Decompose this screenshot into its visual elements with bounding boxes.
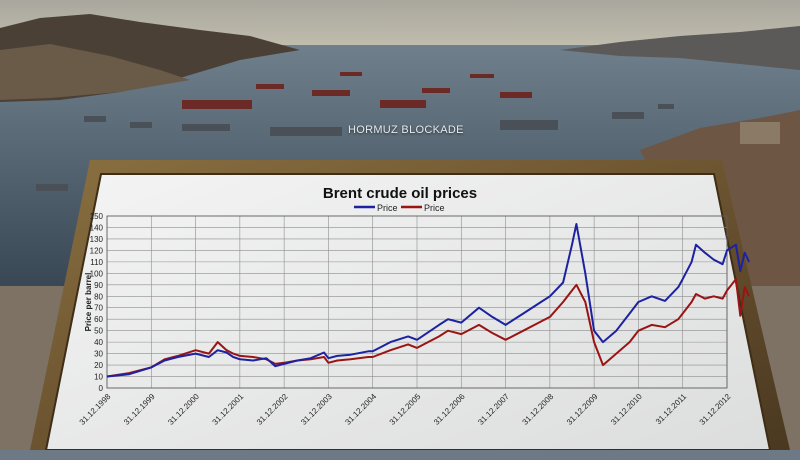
y-axis-label: Price per barrel: [84, 273, 93, 332]
x-tick-label: 31.12.2002: [255, 392, 290, 427]
x-tick-label: 31.12.2006: [432, 392, 467, 427]
legend-label-1: Price: [377, 203, 398, 213]
series-line-2: [106, 278, 751, 378]
y-tick-label: 130: [90, 235, 104, 244]
x-tick-label: 31.12.2008: [521, 392, 556, 427]
board: [46, 174, 770, 450]
y-tick-label: 60: [94, 315, 103, 324]
y-tick-label: 90: [94, 281, 103, 290]
x-tick-labels: 31.12.1998 31.12.1999 31.12.2000 31.12.2001…: [78, 392, 733, 427]
chart-title: Brent crude oil prices: [323, 185, 477, 202]
price-chart: Brent crude oil prices Price Price Price…: [78, 185, 751, 427]
x-tick-label: 31.12.2001: [211, 392, 246, 427]
series-lines: [106, 223, 751, 378]
y-tick-label: 40: [94, 338, 103, 347]
y-tick-label: 50: [94, 327, 103, 336]
x-tick-label: 31.12.2000: [166, 392, 201, 427]
x-tick-label: 31.12.2012: [698, 392, 733, 427]
x-tick-label: 31.12.2009: [565, 392, 600, 427]
y-tick-label: 30: [94, 350, 103, 359]
x-tick-label: 31.12.2003: [299, 392, 334, 427]
x-tick-label: 31.12.2010: [609, 392, 644, 427]
series-line-1: [106, 223, 751, 378]
left-ridge: [0, 44, 190, 100]
scene-caption: HORMUZ BLOCKADE: [348, 124, 464, 136]
grid: [106, 215, 728, 389]
frame-inner-edge: [44, 173, 772, 450]
y-tick-label: 0: [99, 384, 104, 393]
scene-background: [0, 0, 800, 450]
legend: Price Price: [354, 203, 445, 213]
ships: [36, 72, 674, 191]
legend-label-2: Price: [424, 203, 445, 213]
y-tick-labels: 0 10 20 30 40 50 60 70 80 90 100 110 120 130 140 150: [90, 212, 104, 393]
y-tick-label: 140: [90, 223, 104, 232]
plot-area-border: [106, 215, 728, 389]
x-tick-label: 31.12.2007: [476, 392, 511, 427]
y-tick-label: 110: [90, 258, 103, 267]
y-tick-label: 70: [94, 304, 103, 313]
x-tick-label: 31.12.2004: [343, 392, 378, 427]
y-tick-label: 120: [90, 246, 104, 255]
y-tick-label: 150: [90, 212, 104, 221]
y-tick-label: 10: [94, 373, 103, 382]
x-tick-label: 31.12.1999: [122, 392, 157, 427]
right-mountains: [560, 26, 800, 70]
y-tick-label: 100: [90, 269, 104, 278]
y-tick-label: 20: [94, 361, 103, 370]
fortress: [740, 122, 780, 144]
x-tick-label: 31.12.2005: [388, 392, 423, 427]
y-tick-label: 80: [94, 292, 103, 301]
x-tick-label: 31.12.2011: [654, 392, 689, 427]
x-tick-label: 31.12.1998: [78, 392, 113, 427]
